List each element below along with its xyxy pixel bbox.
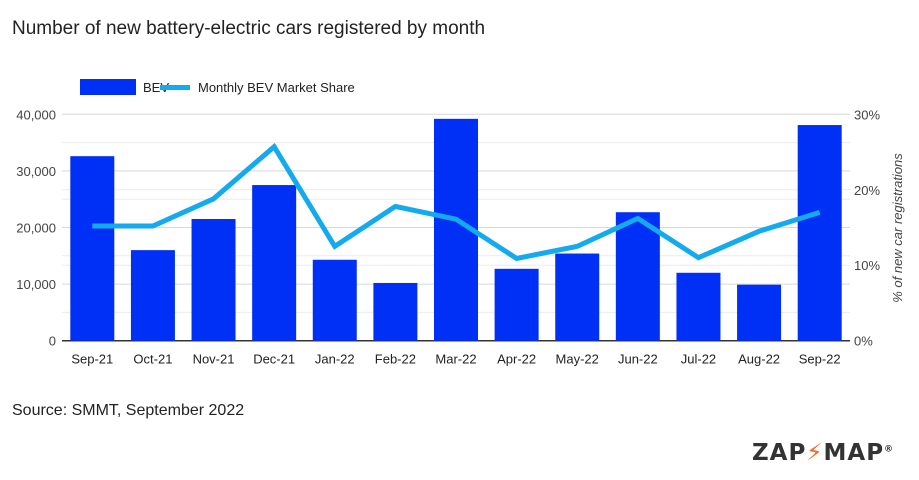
x-tick-label: Nov-21 xyxy=(193,352,235,367)
source-note: Source: SMMT, September 2022 xyxy=(12,402,245,419)
x-tick-label: Jun-22 xyxy=(618,352,658,367)
y-tick-label: 10,000 xyxy=(16,277,56,292)
bar-Jun-22 xyxy=(615,212,660,341)
legend-bev-swatch xyxy=(80,79,136,95)
y2-tick-label: 20% xyxy=(854,183,880,198)
x-tick-label: Feb-22 xyxy=(375,352,416,367)
logo-right: MAP xyxy=(823,440,885,466)
x-tick-label: Apr-22 xyxy=(497,352,536,367)
x-tick-label: May-22 xyxy=(556,352,599,367)
x-tick-label: Aug-22 xyxy=(738,352,780,367)
y-tick-label: 20,000 xyxy=(16,221,56,236)
bar-Sep-21 xyxy=(70,156,115,341)
x-tick-label: Sep-21 xyxy=(71,352,113,367)
bar-May-22 xyxy=(555,253,600,341)
y-tick-label: 40,000 xyxy=(16,107,56,122)
x-tick-label: Jul-22 xyxy=(681,352,716,367)
bar-Oct-21 xyxy=(130,250,175,341)
bar-Feb-22 xyxy=(373,282,418,341)
bar-Apr-22 xyxy=(494,268,539,341)
zapmap-logo: ZAP⚡MAP® xyxy=(752,440,894,466)
y-tick-label: 30,000 xyxy=(16,164,56,179)
x-tick-label: Jan-22 xyxy=(315,352,355,367)
chart: 0 10,000 20,000 30,000 40,000 0% 10% 20% 30% Sep-… xyxy=(16,79,905,367)
legend-bev-label: BEV xyxy=(143,80,169,95)
x-tick-label: Mar-22 xyxy=(435,352,476,367)
bar-Aug-22 xyxy=(737,284,782,341)
y2-tick-label: 10% xyxy=(854,258,880,273)
logo-registered: ® xyxy=(884,444,895,455)
bolt-icon: ⚡ xyxy=(806,440,824,466)
logo-left: ZAP xyxy=(752,440,807,466)
bar-Jul-22 xyxy=(676,272,721,341)
bar-Sep-22 xyxy=(797,125,842,341)
bar-Nov-21 xyxy=(191,219,236,341)
bar-Dec-21 xyxy=(252,185,297,341)
y2-axis-label: % of new car registrations xyxy=(890,153,905,303)
bar-Jan-22 xyxy=(312,259,357,341)
y-tick-label: 0 xyxy=(49,334,56,349)
legend-share-swatch xyxy=(160,85,190,90)
market-share-line xyxy=(92,142,821,262)
x-tick-label: Sep-22 xyxy=(799,352,841,367)
x-tick-label: Oct-21 xyxy=(133,352,172,367)
chart-title: Number of new battery-electric cars regi… xyxy=(12,18,486,39)
x-tick-label: Dec-21 xyxy=(253,352,295,367)
y2-tick-label: 30% xyxy=(854,107,880,122)
y2-tick-label: 0% xyxy=(854,334,873,349)
legend-share-label: Monthly BEV Market Share xyxy=(198,80,355,95)
